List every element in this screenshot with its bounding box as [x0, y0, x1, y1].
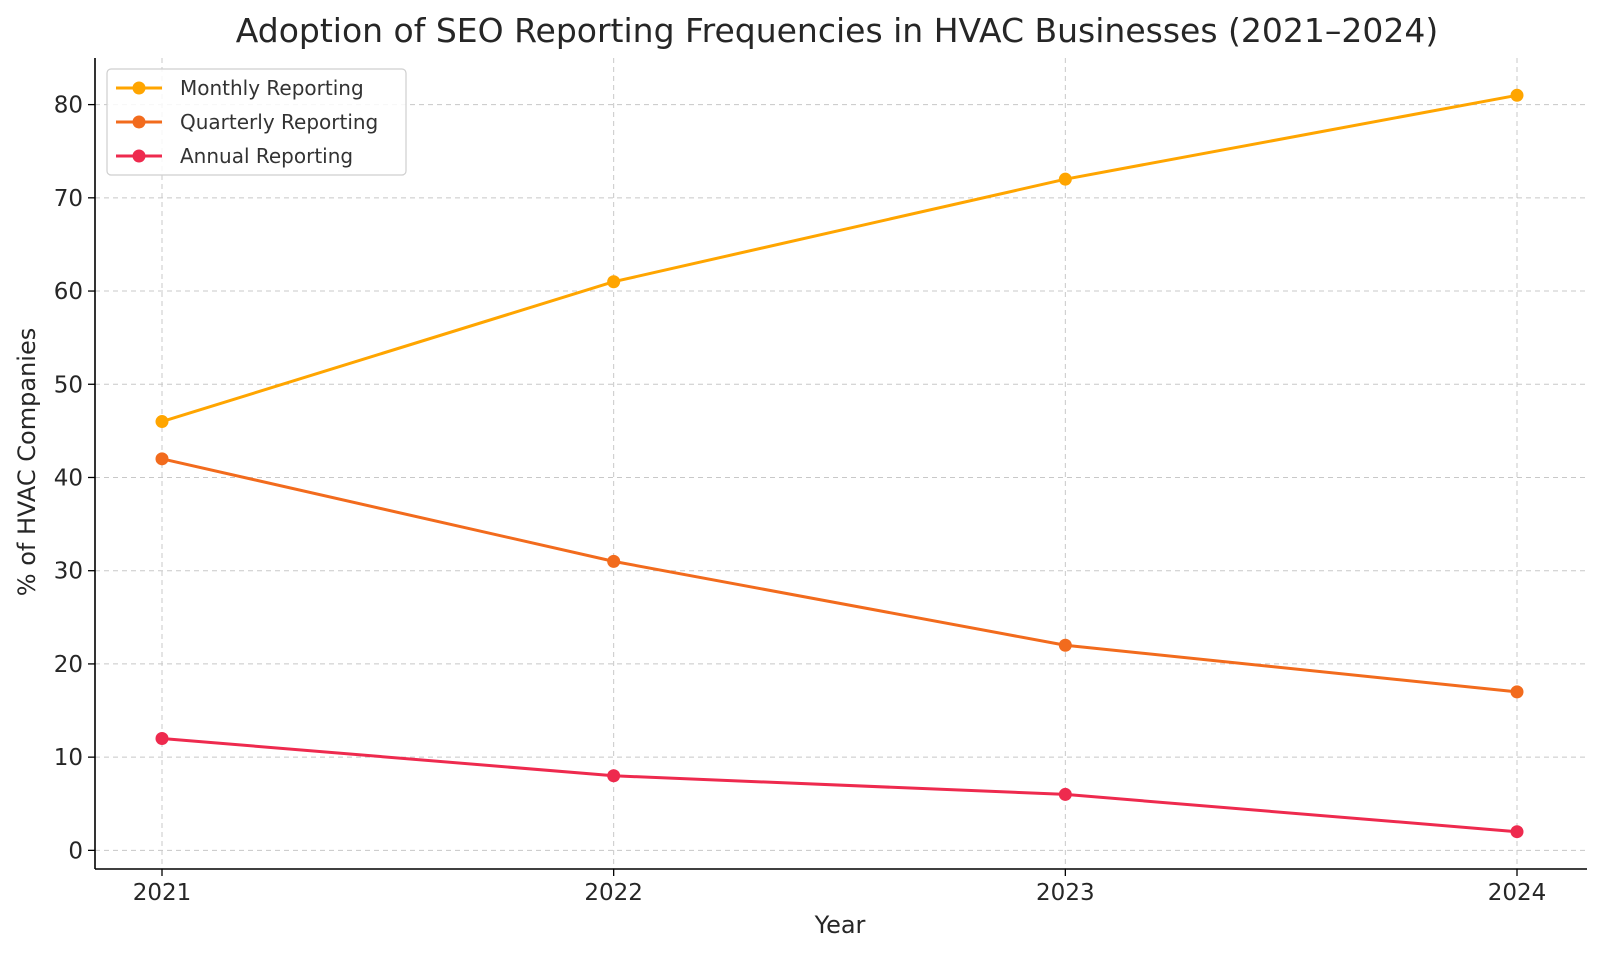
- data-point-quarterly-reporting: [1058, 638, 1072, 652]
- data-point-annual-reporting: [155, 731, 169, 745]
- data-point-annual-reporting: [607, 769, 621, 783]
- data-point-monthly-reporting: [1058, 172, 1072, 186]
- series-annual-reporting: [155, 731, 1524, 839]
- y-tick-label: 40: [54, 465, 83, 491]
- y-tick-label: 30: [54, 559, 83, 585]
- y-tick-label: 10: [54, 745, 83, 771]
- legend-marker-monthly-reporting: [132, 81, 146, 95]
- series-quarterly-reporting: [155, 452, 1524, 699]
- series-line-quarterly-reporting: [161, 457, 1518, 694]
- series-monthly-reporting: [155, 88, 1524, 429]
- y-tick-label: 50: [54, 372, 83, 398]
- data-point-monthly-reporting: [155, 415, 169, 429]
- legend-label-annual-reporting: Annual Reporting: [180, 144, 353, 168]
- y-tick-label: 60: [54, 279, 83, 305]
- legend-label-monthly-reporting: Monthly Reporting: [180, 76, 364, 100]
- y-tick-label: 70: [54, 186, 83, 212]
- data-point-quarterly-reporting: [607, 554, 621, 568]
- x-tick-label: 2022: [584, 880, 643, 906]
- legend-box: [106, 68, 407, 176]
- x-tick-label: 2023: [1036, 880, 1095, 906]
- data-point-monthly-reporting: [1510, 88, 1524, 102]
- y-tick-label: 20: [54, 652, 83, 678]
- data-point-monthly-reporting: [607, 275, 621, 289]
- series-line-monthly-reporting: [161, 93, 1518, 423]
- legend-marker-quarterly-reporting: [132, 115, 146, 129]
- grid-lines: [95, 58, 1587, 869]
- x-axis-label: Year: [814, 911, 866, 939]
- legend-marker-annual-reporting: [132, 149, 146, 163]
- chart-title: Adoption of SEO Reporting Frequencies in…: [236, 11, 1438, 50]
- y-tick-label: 80: [54, 93, 83, 119]
- x-tick-label: 2021: [133, 880, 192, 906]
- legend-label-quarterly-reporting: Quarterly Reporting: [180, 110, 378, 134]
- y-axis-label: % of HVAC Companies: [13, 328, 41, 596]
- series-line-annual-reporting: [161, 736, 1518, 834]
- x-tick-label: 2024: [1488, 880, 1547, 906]
- data-series: [155, 88, 1524, 839]
- data-point-annual-reporting: [1510, 825, 1524, 839]
- data-point-quarterly-reporting: [155, 452, 169, 466]
- data-point-quarterly-reporting: [1510, 685, 1524, 699]
- y-tick-label: 0: [68, 838, 83, 864]
- data-point-annual-reporting: [1058, 787, 1072, 801]
- legend: Monthly Reporting Quarterly Reporting Annu…: [106, 68, 407, 176]
- axes: 0 10 20 30 40 50 60 70 80 2021 2022 2023 2024: [54, 58, 1587, 906]
